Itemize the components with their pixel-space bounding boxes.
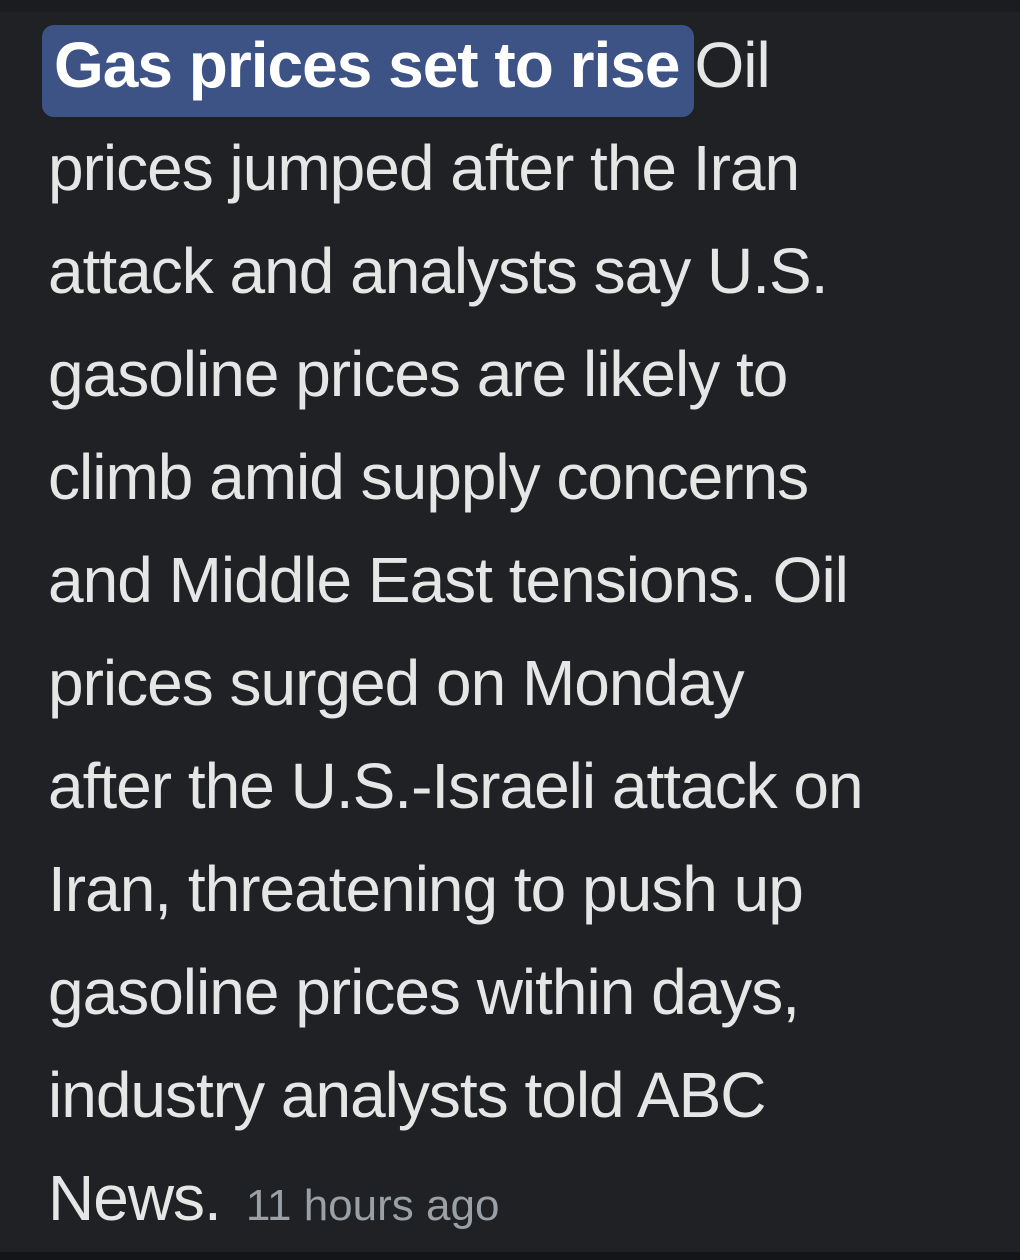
snippet-text: News. bbox=[48, 1162, 222, 1234]
snippet-line: prices jumped after the Iran bbox=[48, 117, 1020, 220]
snippet-text: climb amid supply concerns bbox=[48, 441, 809, 513]
snippet-text: gasoline prices within days, bbox=[48, 956, 800, 1028]
snippet-line: climb amid supply concerns bbox=[48, 426, 1020, 529]
snippet-text: and Middle East tensions. Oil bbox=[48, 544, 849, 616]
snippet-text: prices surged on Monday bbox=[48, 647, 745, 719]
snippet-line: attack and analysts say U.S. bbox=[48, 220, 1020, 323]
snippet-line: Gas prices set to rise Oil bbox=[42, 14, 1020, 117]
adjacent-card-edge bbox=[0, 0, 1020, 12]
snippet-line: gasoline prices are likely to bbox=[48, 323, 1020, 426]
snippet-text: prices jumped after the Iran bbox=[48, 132, 800, 204]
snippet-text: Oil bbox=[694, 29, 770, 101]
adjacent-card-edge-bottom bbox=[0, 1252, 1020, 1260]
snippet-line: News. 11 hours ago bbox=[48, 1147, 1020, 1250]
snippet-text: gasoline prices are likely to bbox=[48, 338, 788, 410]
snippet-text: industry analysts told ABC bbox=[48, 1059, 766, 1131]
snippet-line: gasoline prices within days, bbox=[48, 941, 1020, 1044]
snippet-line: Iran, threatening to push up bbox=[48, 838, 1020, 941]
highlighted-title-link[interactable]: Gas prices set to rise bbox=[42, 25, 695, 117]
snippet-text: after the U.S.-Israeli attack on bbox=[48, 750, 864, 822]
snippet-text: attack and analysts say U.S. bbox=[48, 235, 828, 307]
snippet-line: industry analysts told ABC bbox=[48, 1044, 1020, 1147]
snippet-line: and Middle East tensions. Oil bbox=[48, 529, 1020, 632]
snippet-line: prices surged on Monday bbox=[48, 632, 1020, 735]
timestamp: 11 hours ago bbox=[245, 1181, 500, 1230]
snippet-line: after the U.S.-Israeli attack on bbox=[48, 735, 1020, 838]
snippet-text: Iran, threatening to push up bbox=[48, 853, 804, 925]
